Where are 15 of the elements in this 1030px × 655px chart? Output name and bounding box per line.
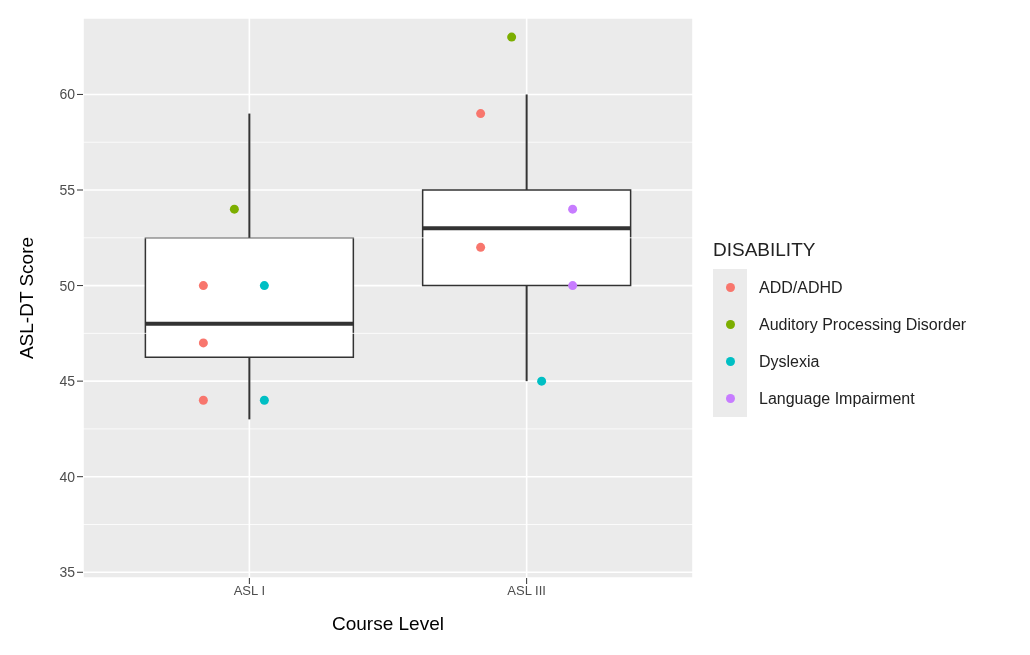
legend-label: Language Impairment: [759, 389, 915, 408]
x-axis-title: Course Level: [332, 613, 444, 634]
legend-label: ADD/ADHD: [759, 278, 843, 297]
legend-label: Dyslexia: [759, 352, 820, 371]
y-tick-label: 55: [59, 181, 76, 198]
y-tick-label: 45: [59, 373, 76, 390]
y-tick-label: 50: [59, 277, 76, 294]
y-tick-label: 60: [59, 86, 76, 103]
legend-title: DISABILITY: [713, 239, 817, 261]
legend-label: Auditory Processing Disorder: [759, 315, 967, 334]
y-axis-title: ASL-DT Score: [15, 236, 37, 360]
y-tick-label: 35: [59, 564, 76, 581]
y-tick-label: 40: [59, 468, 76, 485]
x-tick-label: ASL III: [507, 583, 546, 599]
x-tick-label: ASL I: [233, 583, 266, 599]
